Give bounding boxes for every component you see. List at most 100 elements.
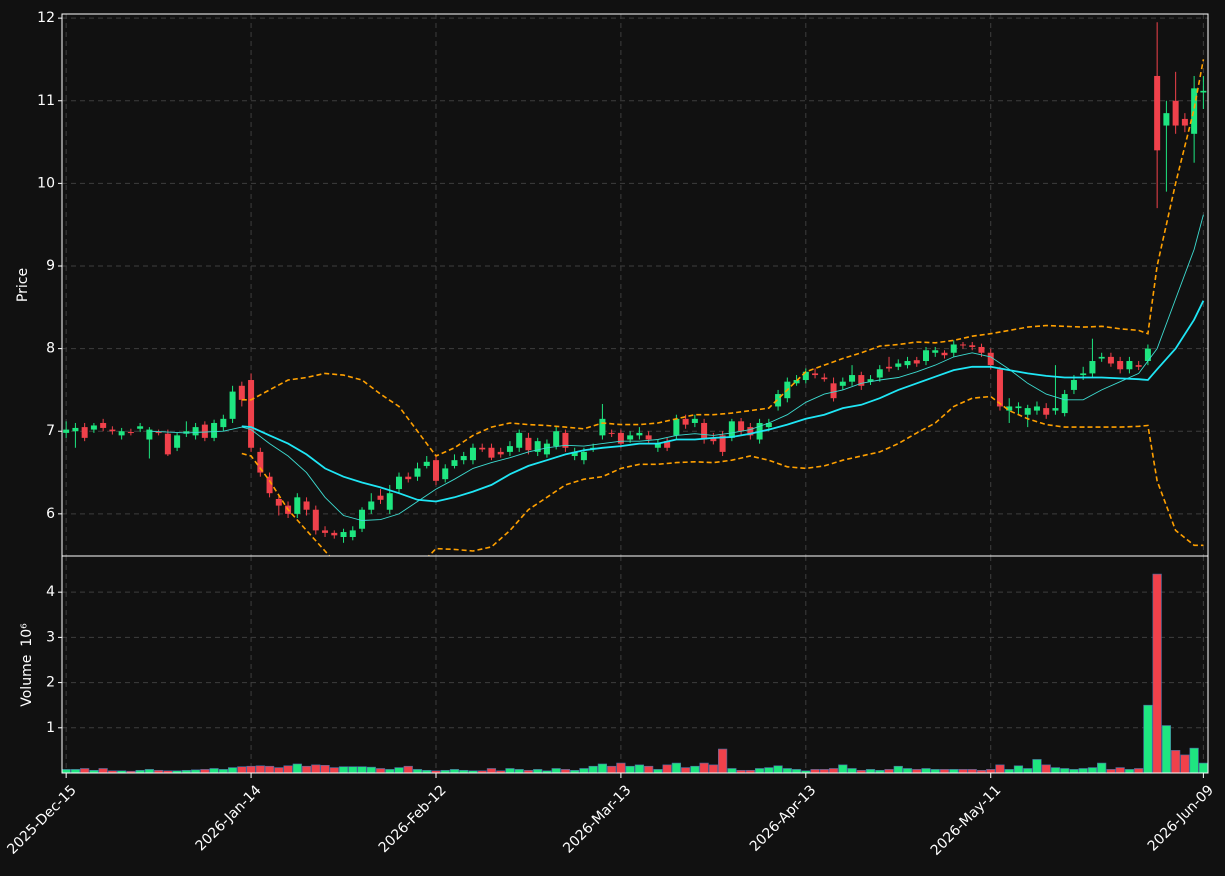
candle-body	[553, 431, 560, 447]
candle-body	[451, 460, 458, 466]
volume-bar	[218, 769, 228, 773]
candle-body	[867, 379, 874, 382]
candle-body	[959, 344, 966, 346]
volume-bar	[893, 765, 903, 773]
candle-body	[1006, 406, 1013, 411]
candle-body	[238, 385, 245, 400]
candle-body	[192, 427, 199, 436]
candle-body	[1061, 394, 1068, 414]
volume-bar	[1189, 747, 1199, 773]
volume-bar	[847, 768, 857, 773]
candle-body	[543, 443, 550, 455]
indicator-line	[149, 214, 1204, 521]
volume-bar	[274, 767, 284, 773]
candle-body	[479, 447, 486, 450]
volume-bar	[301, 765, 312, 773]
volume-bar	[1060, 768, 1070, 773]
volume-bar	[699, 762, 709, 773]
candle-body	[497, 451, 504, 455]
volume-bar	[764, 767, 774, 773]
volume-bar	[394, 767, 404, 773]
volume-bar	[782, 768, 792, 773]
candle-body	[220, 418, 227, 428]
y-tick-label: 4	[46, 584, 55, 600]
volume-bar	[902, 768, 913, 773]
volume-bar	[884, 769, 894, 773]
candle-body	[1070, 380, 1077, 390]
volume-bar	[338, 766, 349, 773]
candle-body	[969, 345, 976, 347]
volume-bar	[412, 769, 423, 773]
candle-body	[839, 381, 846, 386]
candle-body	[673, 418, 680, 436]
volume-bar	[311, 764, 321, 773]
candle-body	[802, 371, 809, 381]
volume-bar	[449, 769, 460, 773]
volume-bar	[144, 769, 154, 773]
y-tick-label: 12	[37, 10, 55, 26]
volume-bar	[1041, 764, 1051, 773]
candle-body	[978, 346, 985, 353]
indicator-line	[241, 300, 1205, 503]
candle-body	[294, 497, 301, 514]
volume-bar	[357, 766, 367, 773]
volume-grid	[62, 556, 1208, 773]
volume-bar	[718, 748, 728, 773]
volume-bar	[329, 767, 339, 773]
volume-bar	[551, 768, 561, 773]
candle-body	[950, 344, 957, 353]
candle-body	[1163, 113, 1170, 126]
candle-body	[812, 373, 819, 376]
candle-body	[562, 432, 569, 448]
candle-body	[322, 530, 329, 533]
volume-bar	[1032, 759, 1042, 773]
candle-body	[432, 460, 439, 481]
y-tick-label: 3	[46, 629, 55, 645]
volume-bar	[653, 769, 663, 773]
volume-bar	[505, 768, 515, 773]
volume-axis-label: Volume 10⁶	[19, 623, 35, 707]
volume-bar	[80, 768, 90, 773]
candle-body	[682, 418, 689, 425]
volume-bar	[828, 768, 839, 773]
candle-body	[100, 422, 107, 428]
volume-bar	[754, 768, 765, 773]
volume-bar	[995, 764, 1005, 773]
price-grid	[62, 14, 1208, 556]
volume-bar	[681, 767, 691, 773]
candle-body	[127, 432, 134, 434]
candle-body	[81, 427, 88, 438]
candle-body	[913, 360, 920, 364]
y-tick-label: 10	[37, 175, 55, 191]
volume-bar	[634, 764, 644, 773]
volume-bar	[690, 765, 700, 773]
volume-bar	[1161, 725, 1171, 773]
volume-bar	[727, 768, 737, 773]
volume-bar	[773, 765, 783, 773]
candle-body	[599, 418, 606, 436]
candle-body	[849, 375, 856, 382]
volume-bar	[1106, 769, 1116, 773]
candle-body	[414, 468, 421, 477]
volume-bar	[403, 765, 413, 773]
candle-body	[377, 495, 384, 500]
volume-bar	[98, 768, 108, 773]
volume-bar	[533, 769, 543, 773]
candle-body	[710, 437, 717, 442]
candle-body	[793, 380, 800, 384]
volume-label-text: Volume	[19, 655, 35, 707]
candle-body	[423, 461, 430, 466]
candle-body	[738, 421, 745, 432]
volume-bar	[838, 764, 848, 773]
candle-body	[608, 432, 615, 434]
candle-body	[876, 369, 883, 378]
volume-bar	[283, 765, 293, 773]
candle-body	[1172, 100, 1179, 126]
y-tick-label: 9	[46, 258, 55, 274]
volume-bar	[292, 763, 302, 773]
candle-body	[664, 441, 671, 448]
candle-body	[1117, 361, 1124, 370]
volume-bar	[1180, 754, 1190, 773]
volume-bar	[912, 769, 922, 773]
volume-bar	[1087, 767, 1098, 773]
